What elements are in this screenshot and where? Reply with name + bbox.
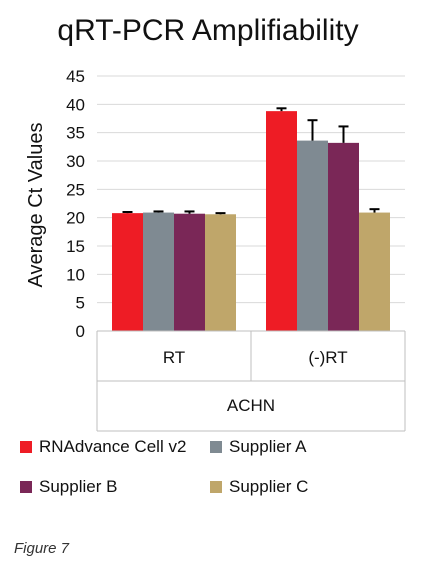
- bar: [112, 213, 143, 331]
- y-tick-label: 25: [66, 180, 85, 199]
- legend-item: Supplier A: [210, 437, 307, 457]
- y-tick-label: 15: [66, 237, 85, 256]
- y-tick-label: 0: [76, 322, 85, 341]
- y-tick-label: 5: [76, 294, 85, 313]
- x-tick-label: (-)RT: [308, 348, 347, 367]
- bar: [266, 111, 297, 331]
- y-tick-label: 40: [66, 95, 85, 114]
- bar: [174, 213, 205, 331]
- legend-label: Supplier C: [229, 477, 309, 496]
- legend-item: RNAdvance Cell v2: [20, 437, 186, 457]
- x-tick-label: RT: [163, 348, 185, 367]
- legend-label: Supplier B: [39, 477, 118, 496]
- legend-swatch: [210, 441, 222, 453]
- x-axis-label: ACHN: [227, 396, 275, 415]
- figure-caption: Figure 7: [14, 540, 70, 557]
- bar-chart: qRT-PCR Amplifiability Average Ct Values…: [25, 14, 406, 432]
- y-tick-label: 10: [66, 265, 85, 284]
- legend-label: RNAdvance Cell v2: [39, 437, 187, 456]
- y-tick-label: 20: [66, 209, 85, 228]
- legend-swatch: [20, 481, 32, 493]
- legend-swatch: [210, 481, 222, 493]
- bar: [359, 212, 390, 331]
- bar: [328, 142, 359, 331]
- bar: [297, 140, 328, 331]
- bar: [143, 212, 174, 331]
- bar: [205, 214, 236, 331]
- legend-swatch: [20, 441, 32, 453]
- y-tick-label: 35: [66, 124, 85, 143]
- y-tick-label: 30: [66, 152, 85, 171]
- legend-item: Supplier B: [20, 477, 117, 497]
- chart-title: qRT-PCR Amplifiability: [57, 14, 358, 47]
- y-tick-label: 45: [66, 67, 85, 86]
- legend-label: Supplier A: [229, 437, 307, 456]
- legend-item: Supplier C: [210, 477, 308, 497]
- y-axis-label: Average Ct Values: [25, 123, 47, 288]
